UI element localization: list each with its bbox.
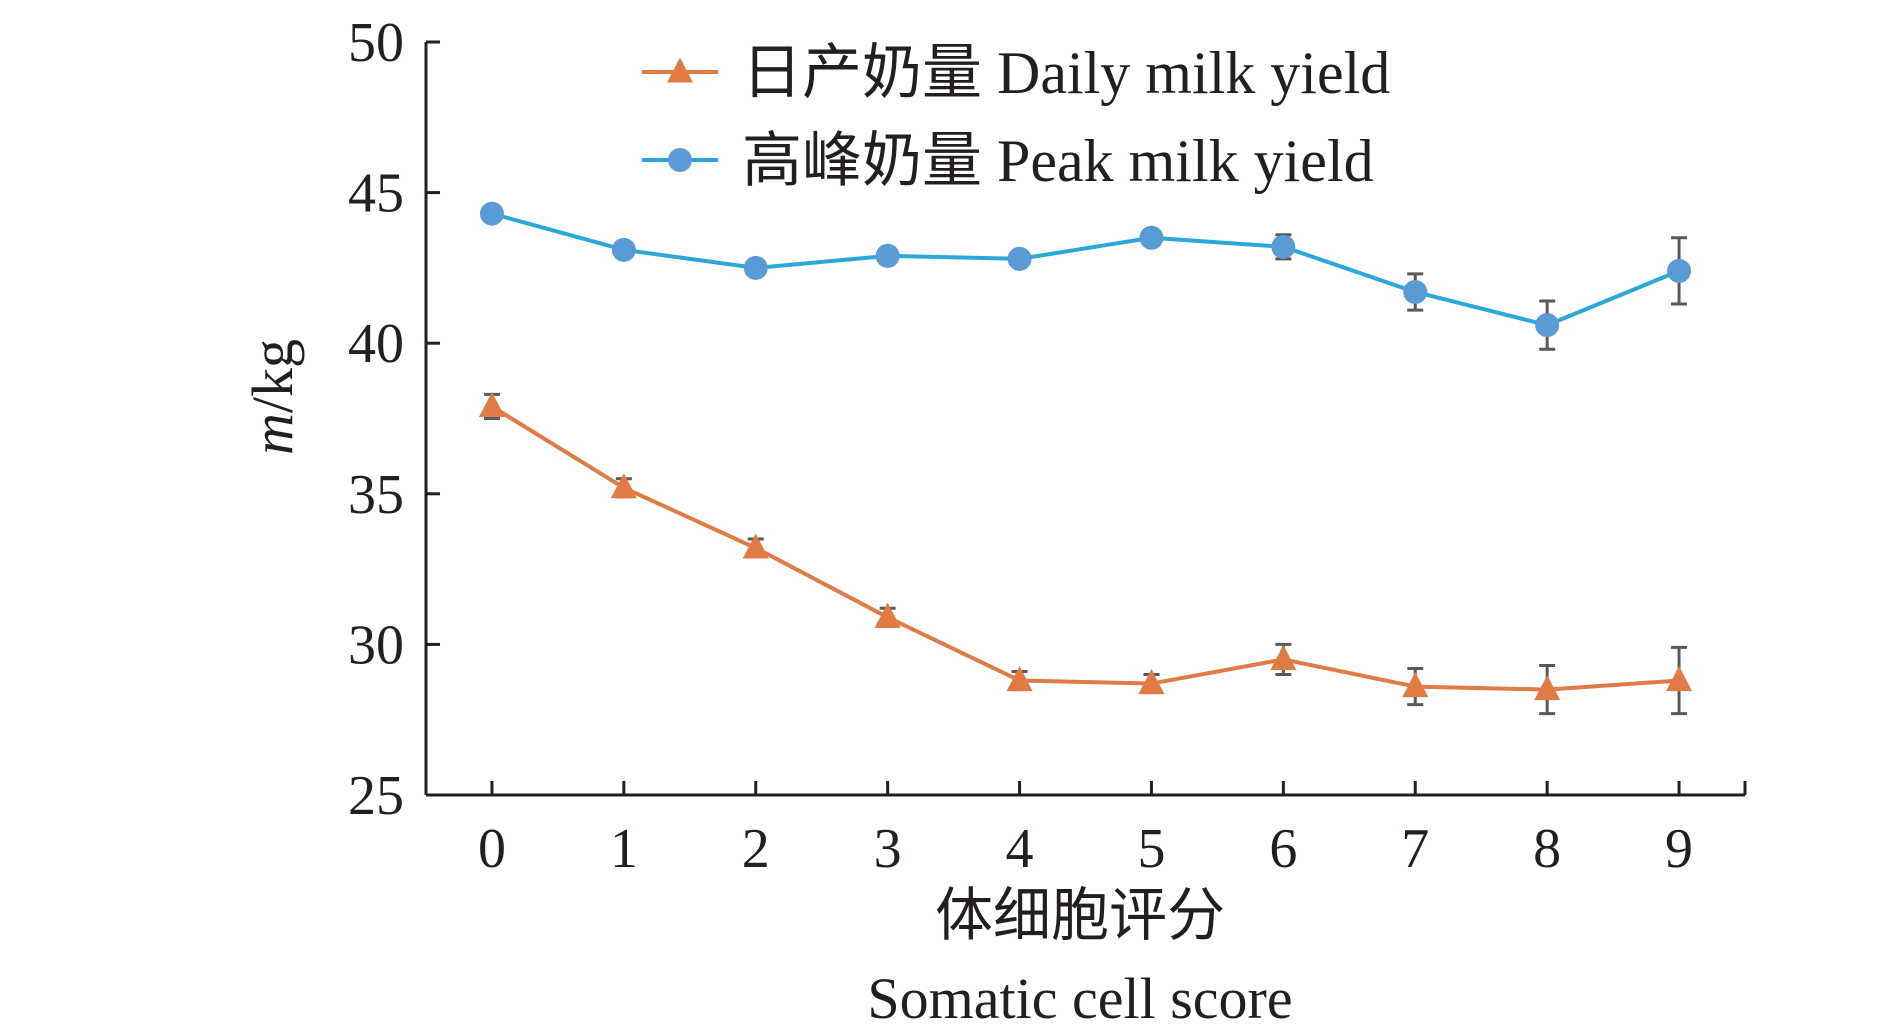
peak-milk-point (743, 255, 768, 280)
x-tick-label: 9 (1665, 818, 1693, 880)
daily-milk-point (610, 473, 637, 499)
peak-milk-point (1535, 313, 1560, 338)
peak-milk-point (1667, 258, 1692, 283)
daily-milk-point (478, 391, 505, 417)
peak-milk-point (479, 201, 504, 226)
x-tick-label: 3 (874, 818, 902, 880)
peak-milk-line (491, 211, 1680, 328)
x-tick-label: 6 (1269, 818, 1297, 880)
x-tick-label: 5 (1137, 818, 1165, 880)
legend-peak-milk-marker-sample (668, 148, 692, 172)
y-tick-label: 50 (348, 12, 404, 74)
x-tick-label: 4 (1006, 818, 1034, 880)
legend-daily-milk-label: 日产奶量 Daily milk yield (742, 40, 1390, 106)
daily-milk-point (1270, 644, 1297, 670)
series-lines (490, 211, 1680, 692)
y-axis-title-unit: /kg (240, 339, 305, 413)
y-tick-label: 45 (348, 163, 404, 225)
y-axis-title: m/kg (240, 339, 305, 455)
daily-milk-point (1138, 669, 1165, 695)
series-markers (478, 201, 1693, 701)
y-tick-label: 25 (348, 765, 404, 827)
legend-daily-milk-marker-sample (667, 57, 693, 83)
error-bars (483, 206, 1688, 716)
daily-milk-point (1006, 666, 1033, 692)
x-tick-label: 8 (1533, 818, 1561, 880)
peak-milk-point (875, 243, 900, 268)
peak-milk-point (1403, 279, 1428, 304)
peak-milk-point (611, 237, 636, 262)
x-tick-label: 2 (742, 818, 770, 880)
x-tick-label: 7 (1401, 818, 1429, 880)
peak-milk-point (1139, 225, 1164, 250)
daily-milk-line (490, 404, 1680, 692)
y-axis-title-symbol: m (240, 413, 305, 455)
peak-milk-point (1007, 246, 1032, 271)
x-axis-title-english: Somatic cell score (867, 966, 1292, 1031)
daily-milk-point (874, 602, 901, 628)
daily-milk-point (1666, 666, 1693, 692)
y-tick-label: 35 (348, 464, 404, 526)
legend: 日产奶量 Daily milk yield 高峰奶量 Peak milk yiel… (642, 40, 1390, 194)
y-tick-label: 30 (348, 614, 404, 676)
peak-milk-point (1271, 234, 1296, 259)
x-tick-label: 0 (478, 818, 506, 880)
y-tick-label: 40 (348, 313, 404, 375)
x-axis-title-chinese: 体细胞评分 (935, 883, 1225, 948)
x-tick-label: 1 (610, 818, 638, 880)
daily-milk-point (1402, 672, 1429, 698)
daily-milk-point (742, 533, 769, 559)
legend-peak-milk-label: 高峰奶量 Peak milk yield (742, 128, 1374, 194)
daily-milk-point (1534, 675, 1561, 701)
